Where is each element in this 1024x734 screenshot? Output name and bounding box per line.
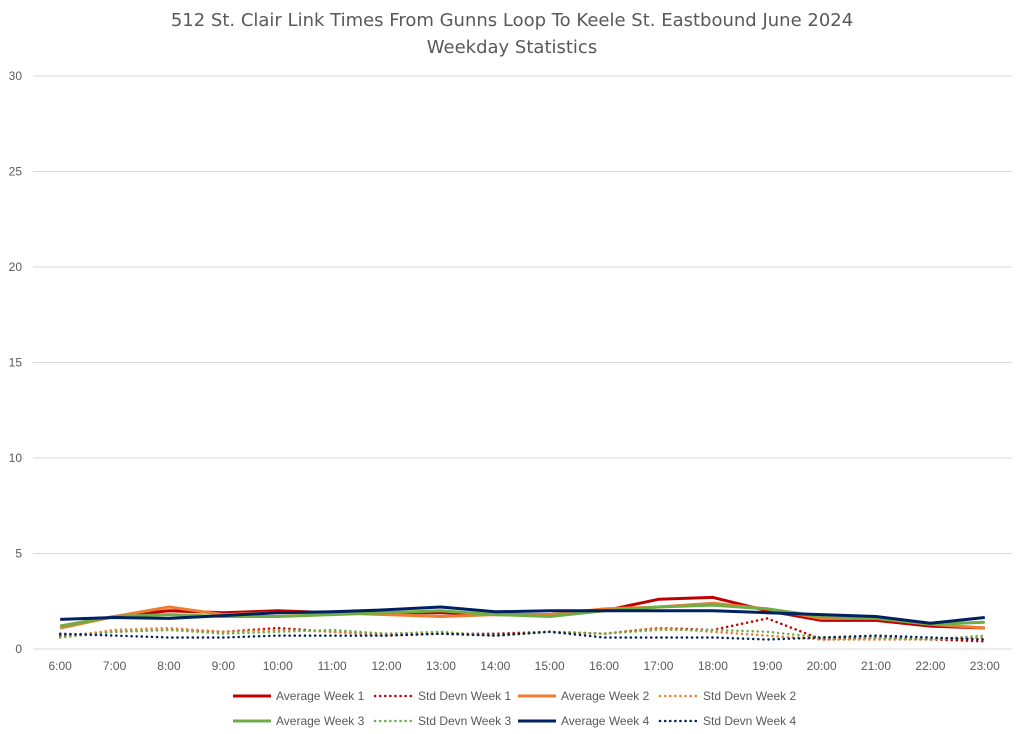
legend-label: Std Devn Week 2	[703, 689, 796, 703]
x-tick-label: 17:00	[643, 659, 673, 673]
x-tick-label: 13:00	[426, 659, 456, 673]
x-tick-label: 22:00	[915, 659, 945, 673]
x-axis-ticks: 6:00 7:00 8:00 9:00 10:00 11:00 12:00 13:00 14:0…	[49, 659, 1001, 673]
legend-label: Std Devn Week 1	[418, 689, 511, 703]
y-axis-ticks: 0 5 10 15 20 25 30	[9, 69, 23, 656]
series-line-std-devn-week-4	[58, 630, 987, 641]
x-tick-label: 15:00	[535, 659, 565, 673]
legend: Average Week 1 Std Devn Week 1 Average Wee…	[233, 689, 796, 728]
x-tick-label: 20:00	[807, 659, 837, 673]
y-tick-label: 30	[9, 69, 23, 83]
legend-label: Average Week 1	[276, 689, 365, 703]
series-line-std-devn-week-1	[58, 617, 987, 643]
series-line-std-devn-week-3	[58, 628, 987, 641]
y-tick-label: 0	[15, 642, 22, 656]
x-tick-label: 19:00	[752, 659, 782, 673]
y-tick-label: 5	[15, 547, 22, 561]
y-tick-label: 25	[9, 165, 23, 179]
x-tick-label: 12:00	[372, 659, 402, 673]
legend-label: Average Week 4	[561, 714, 650, 728]
x-tick-label: 10:00	[263, 659, 293, 673]
y-tick-label: 20	[9, 260, 23, 274]
gridlines	[33, 75, 1012, 650]
series-lines	[58, 595, 987, 643]
legend-label: Std Devn Week 4	[703, 714, 796, 728]
x-tick-label: 16:00	[589, 659, 619, 673]
x-tick-label: 7:00	[103, 659, 127, 673]
y-tick-label: 15	[9, 356, 23, 370]
x-tick-label: 8:00	[157, 659, 181, 673]
x-tick-label: 6:00	[49, 659, 73, 673]
legend-label: Std Devn Week 3	[418, 714, 511, 728]
legend-label: Average Week 2	[561, 689, 650, 703]
y-tick-label: 10	[9, 451, 23, 465]
chart-title: 512 St. Clair Link Times From Gunns Loop…	[171, 10, 853, 31]
legend-label: Average Week 3	[276, 714, 365, 728]
x-tick-label: 11:00	[318, 659, 347, 673]
x-tick-label: 14:00	[480, 659, 510, 673]
series-line-average-week-4	[60, 605, 985, 625]
x-tick-label: 18:00	[698, 659, 728, 673]
x-tick-label: 9:00	[212, 659, 236, 673]
chart-subtitle: Weekday Statistics	[427, 37, 597, 58]
x-tick-label: 21:00	[861, 659, 891, 673]
x-tick-label: 23:00	[970, 659, 1000, 673]
